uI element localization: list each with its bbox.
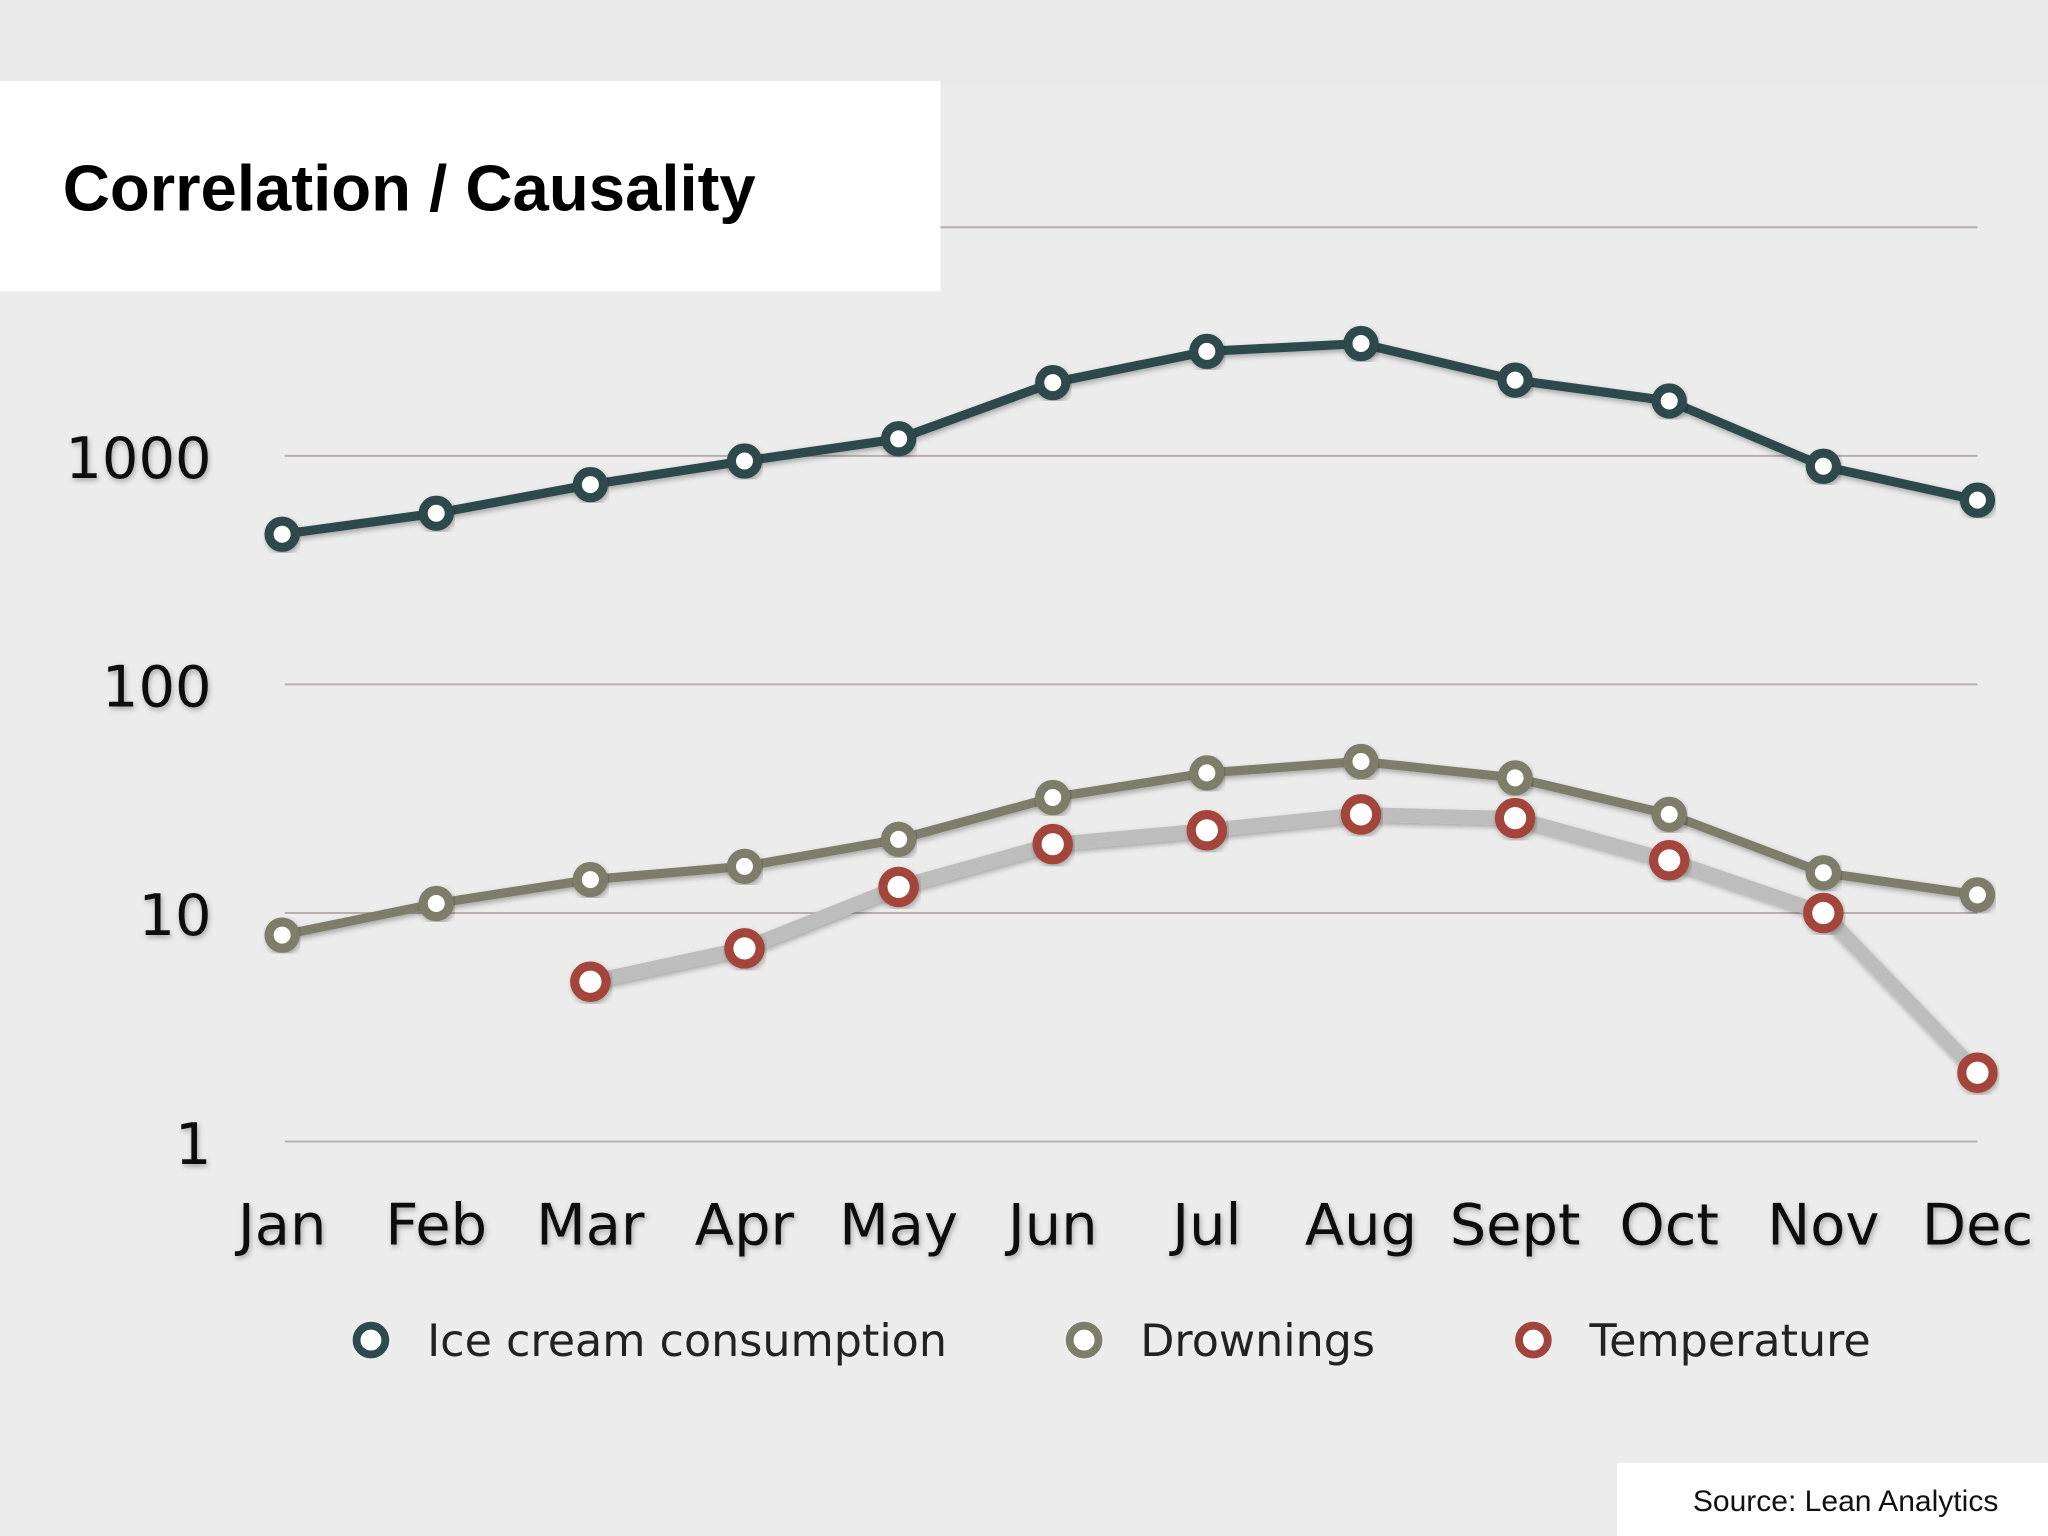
data-point — [878, 866, 919, 908]
legend-label: Temperature — [1589, 1316, 1871, 1367]
series-line — [277, 756, 1983, 940]
data-point — [570, 961, 611, 1003]
data-point — [1189, 755, 1225, 791]
data-point — [418, 885, 454, 922]
legend-marker-icon — [1515, 1321, 1552, 1359]
series-drownings — [264, 743, 1996, 953]
x-tick-label: Oct — [1620, 1192, 1719, 1259]
legend-label: Ice cream consumption — [427, 1316, 947, 1367]
x-tick-label: May — [839, 1192, 958, 1259]
source-note: Source: Lean Analytics — [1693, 1485, 1999, 1518]
y-tick-label: 100 — [102, 654, 212, 721]
source-box — [1616, 1462, 2048, 1536]
legend: Ice cream consumption Drownings Temperatur… — [352, 1316, 1871, 1367]
data-point — [1189, 333, 1225, 369]
x-tick-label: Aug — [1305, 1192, 1417, 1259]
y-tick-label: 1 — [175, 1111, 212, 1178]
data-point — [1805, 448, 1841, 484]
data-point — [1032, 823, 1073, 865]
y-tick-label: 10 — [138, 882, 211, 949]
data-point — [726, 848, 763, 884]
x-tick-label: Jul — [1169, 1192, 1241, 1259]
data-point — [1651, 796, 1687, 833]
x-tick-label: Apr — [695, 1192, 795, 1259]
data-point — [1957, 1052, 1998, 1093]
x-axis-ticks: Jan Feb Mar Apr May Jun Jul Aug Sept Oct Nov Dec — [235, 1192, 2033, 1259]
data-point — [1805, 855, 1841, 891]
legend-label: Drownings — [1140, 1316, 1375, 1367]
legend-item: Drownings — [1065, 1316, 1375, 1367]
data-point — [418, 495, 454, 531]
data-point — [1035, 365, 1071, 401]
data-point — [264, 917, 300, 953]
legend-item: Ice cream consumption — [352, 1316, 947, 1367]
series-ice-cream-consumption — [264, 325, 1996, 552]
series-line — [583, 807, 1985, 1080]
data-point — [1340, 794, 1382, 835]
data-point — [1648, 840, 1690, 881]
x-tick-label: Nov — [1767, 1192, 1879, 1259]
x-tick-label: Mar — [536, 1192, 645, 1259]
x-tick-label: Sept — [1450, 1192, 1581, 1259]
data-point — [572, 467, 608, 503]
data-point — [1959, 482, 1996, 518]
data-point — [572, 861, 608, 898]
x-tick-label: Jun — [1005, 1192, 1098, 1259]
data-point — [1959, 877, 1996, 913]
data-point — [726, 443, 763, 479]
y-tick-label: 1000 — [65, 425, 211, 492]
title-box — [0, 80, 941, 292]
y-axis-ticks: 1 10 100 1000 — [65, 425, 211, 1178]
data-point — [1497, 760, 1533, 796]
legend-marker-icon — [352, 1321, 390, 1359]
data-point — [264, 516, 300, 552]
data-point — [1651, 383, 1687, 419]
data-point — [1497, 362, 1533, 398]
data-point — [880, 821, 917, 857]
page-title: Correlation / Causality — [63, 151, 756, 224]
x-tick-label: Feb — [385, 1192, 487, 1259]
series-line — [277, 338, 1983, 539]
x-tick-label: Dec — [1922, 1192, 2033, 1259]
data-point — [1494, 797, 1536, 839]
data-point — [1035, 779, 1071, 816]
series-temperature — [570, 794, 1998, 1093]
legend-item: Temperature — [1515, 1316, 1871, 1367]
top-band — [0, 0, 2048, 87]
data-point — [1186, 810, 1228, 851]
data-point — [724, 928, 765, 969]
series-group — [264, 325, 1998, 1093]
data-point — [880, 421, 917, 457]
legend-marker-icon — [1065, 1321, 1103, 1359]
x-tick-label: Jan — [235, 1192, 327, 1259]
data-point — [1343, 325, 1379, 362]
data-point — [1803, 892, 1844, 934]
data-point — [1343, 743, 1379, 780]
